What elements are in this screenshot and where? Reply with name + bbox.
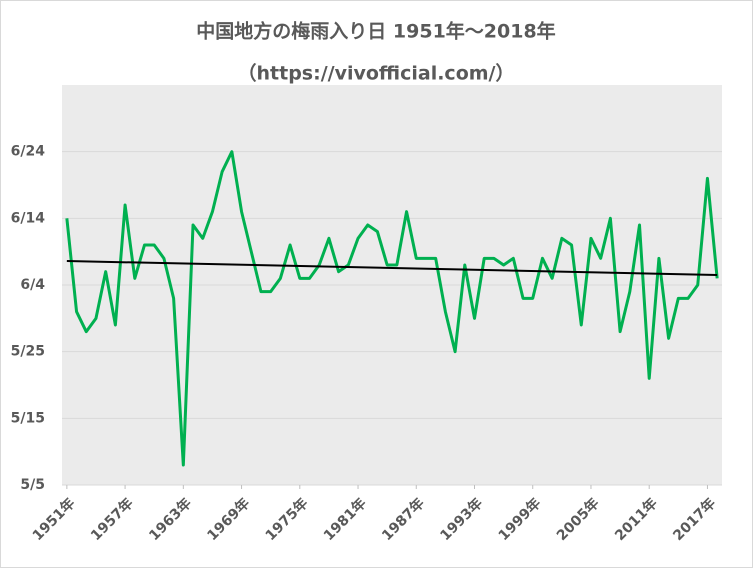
trend-line xyxy=(66,260,718,276)
y-tick-label: 6/24 xyxy=(11,144,46,160)
y-tick-label: 5/25 xyxy=(11,344,45,360)
y-tick-label: 6/4 xyxy=(20,277,45,293)
y-tick-label: 5/15 xyxy=(11,410,45,426)
y-tick-label: 6/14 xyxy=(11,210,46,226)
chart-subtitle: （https://vivofficial.com/） xyxy=(238,62,515,85)
chart-title: 中国地方の梅雨入り日 1951年～2018年 xyxy=(196,20,555,43)
y-tick-label: 5/5 xyxy=(20,477,45,493)
data-line xyxy=(65,150,719,467)
